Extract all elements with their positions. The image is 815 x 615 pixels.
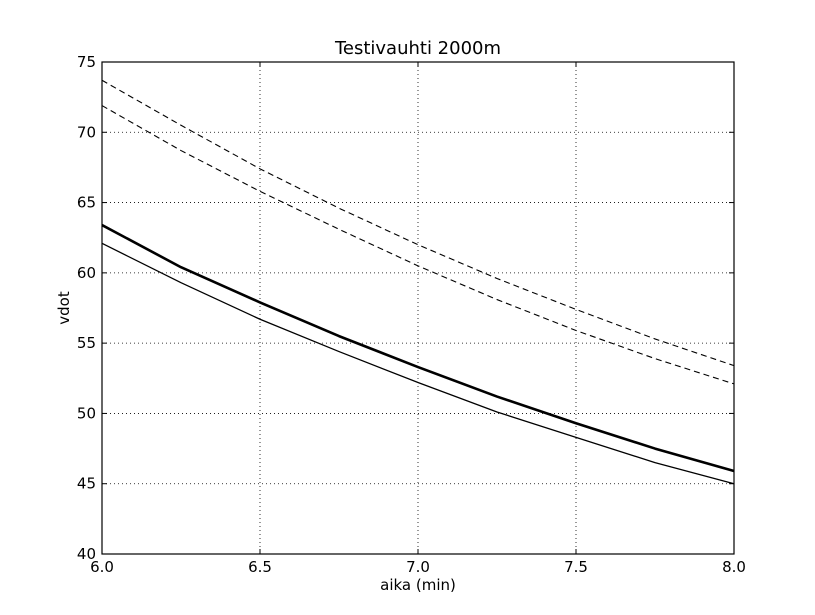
x-tick-label: 6.0 xyxy=(90,558,114,576)
series-line-2 xyxy=(101,105,735,385)
x-tick-label: 6.5 xyxy=(248,558,272,576)
chart-title: Testivauhti 2000m xyxy=(334,38,501,59)
x-tick-label: 8.0 xyxy=(722,558,746,576)
y-tick-label: 40 xyxy=(77,545,96,563)
y-axis-label: vdot xyxy=(55,291,73,325)
series-line-1 xyxy=(101,79,735,367)
series-line-3 xyxy=(101,223,735,473)
series-layer xyxy=(101,79,735,485)
x-axis-label: aika (min) xyxy=(380,576,456,594)
grid xyxy=(101,61,735,555)
y-tick-label: 75 xyxy=(77,53,96,71)
series-line-4 xyxy=(101,242,735,485)
x-tick-label: 7.5 xyxy=(564,558,588,576)
plot-area-frame xyxy=(101,61,735,555)
y-tick-label: 55 xyxy=(77,334,96,352)
x-tick-label: 7.0 xyxy=(406,558,430,576)
y-tick-label: 50 xyxy=(77,404,96,422)
y-tick-label: 60 xyxy=(77,264,96,282)
y-tick-label: 45 xyxy=(77,475,96,493)
ticks: 6.0 6.5 7.0 7.5 8.0 40 45 50 55 60 65 70 75 xyxy=(77,53,746,576)
y-tick-label: 65 xyxy=(77,194,96,212)
y-tick-label: 70 xyxy=(77,123,96,141)
